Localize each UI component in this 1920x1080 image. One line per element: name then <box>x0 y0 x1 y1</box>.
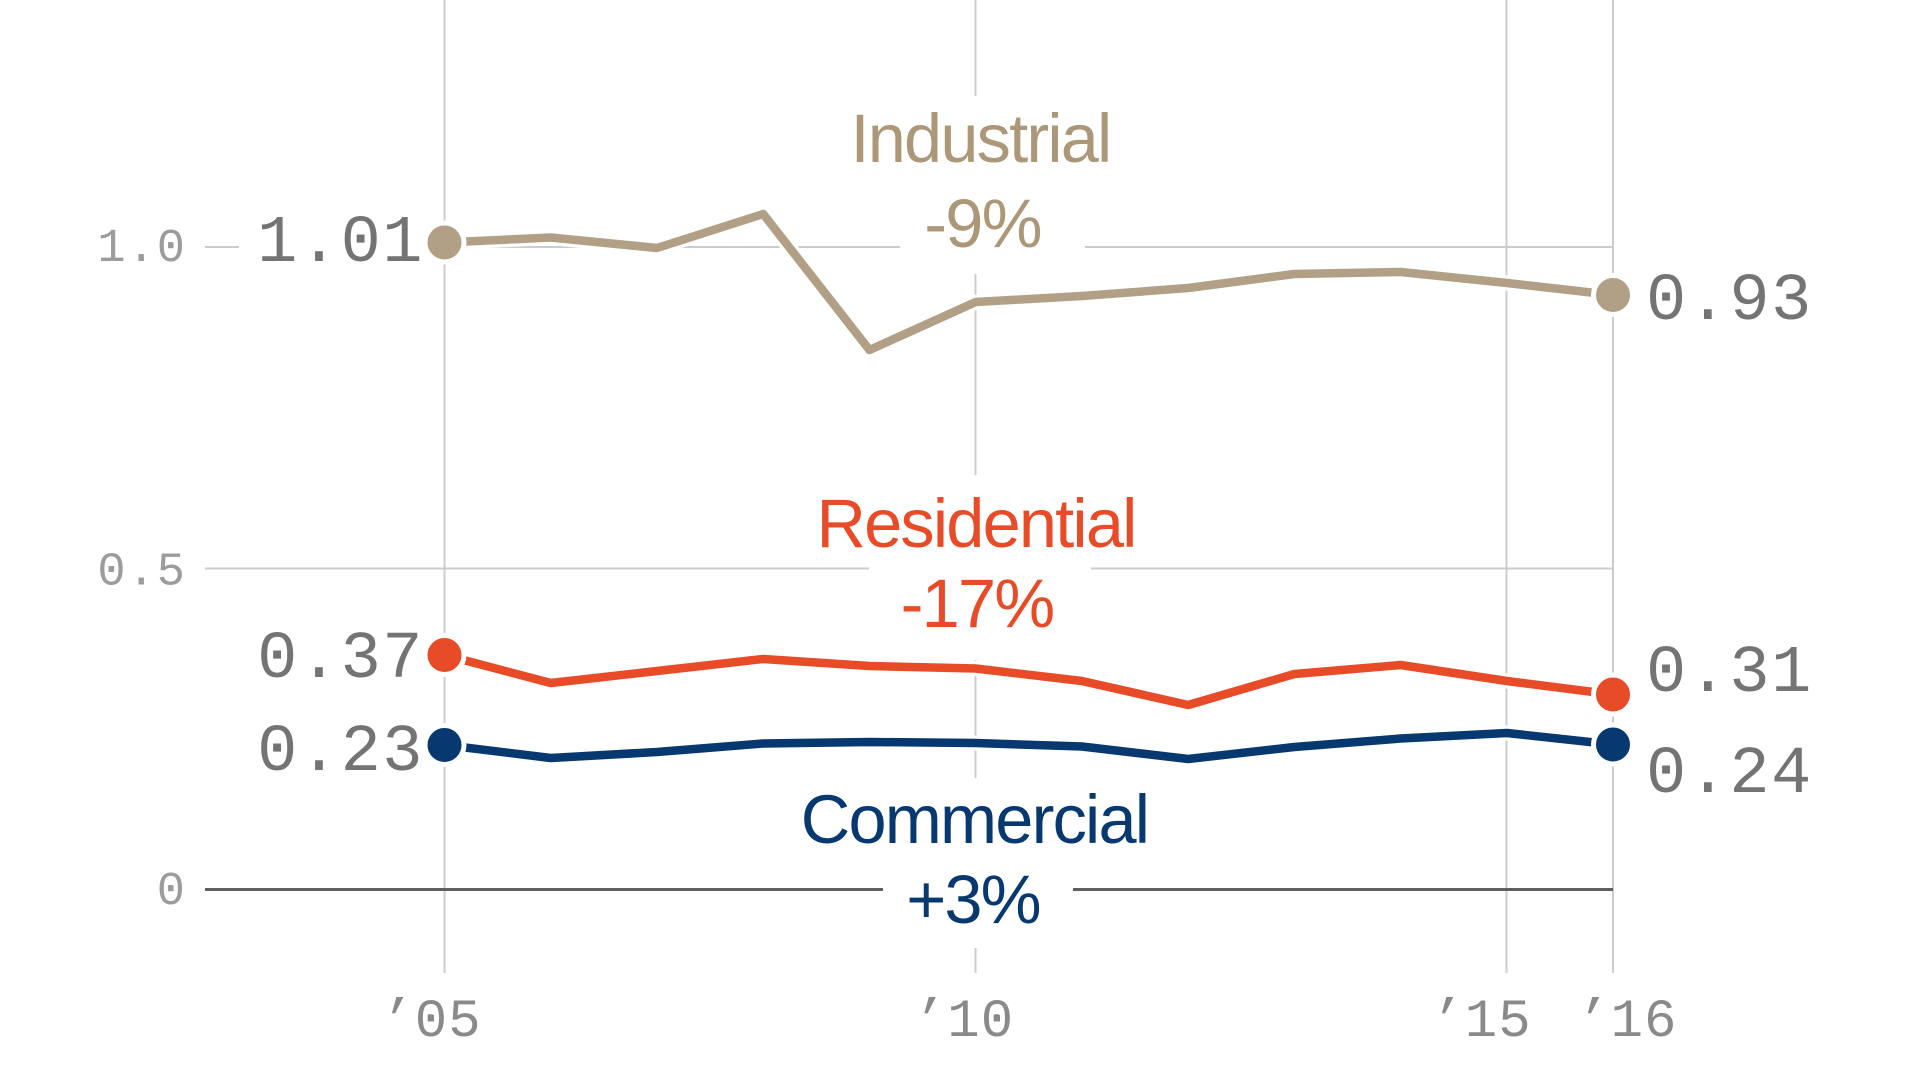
svg-text:’05: ’05 <box>381 992 481 1053</box>
svg-text:-9%: -9% <box>924 185 1040 262</box>
svg-text:1.0: 1.0 <box>97 223 186 276</box>
svg-text:Residential: Residential <box>816 485 1135 562</box>
svg-text:0: 0 <box>157 866 187 919</box>
svg-text:Commercial: Commercial <box>801 781 1148 858</box>
svg-text:’15: ’15 <box>1431 992 1531 1053</box>
svg-text:0.23: 0.23 <box>257 715 424 791</box>
svg-text:-17%: -17% <box>901 565 1054 642</box>
svg-text:’10: ’10 <box>914 992 1014 1053</box>
svg-text:0.37: 0.37 <box>257 622 424 698</box>
svg-text:0.24: 0.24 <box>1646 737 1813 813</box>
svg-text:0.93: 0.93 <box>1646 264 1813 340</box>
svg-text:+3%: +3% <box>906 861 1040 938</box>
svg-text:’16: ’16 <box>1577 992 1677 1053</box>
svg-text:0.5: 0.5 <box>97 547 186 600</box>
svg-text:1.01: 1.01 <box>257 206 424 282</box>
svg-text:0.31: 0.31 <box>1646 636 1813 712</box>
svg-text:Industrial: Industrial <box>851 100 1111 177</box>
